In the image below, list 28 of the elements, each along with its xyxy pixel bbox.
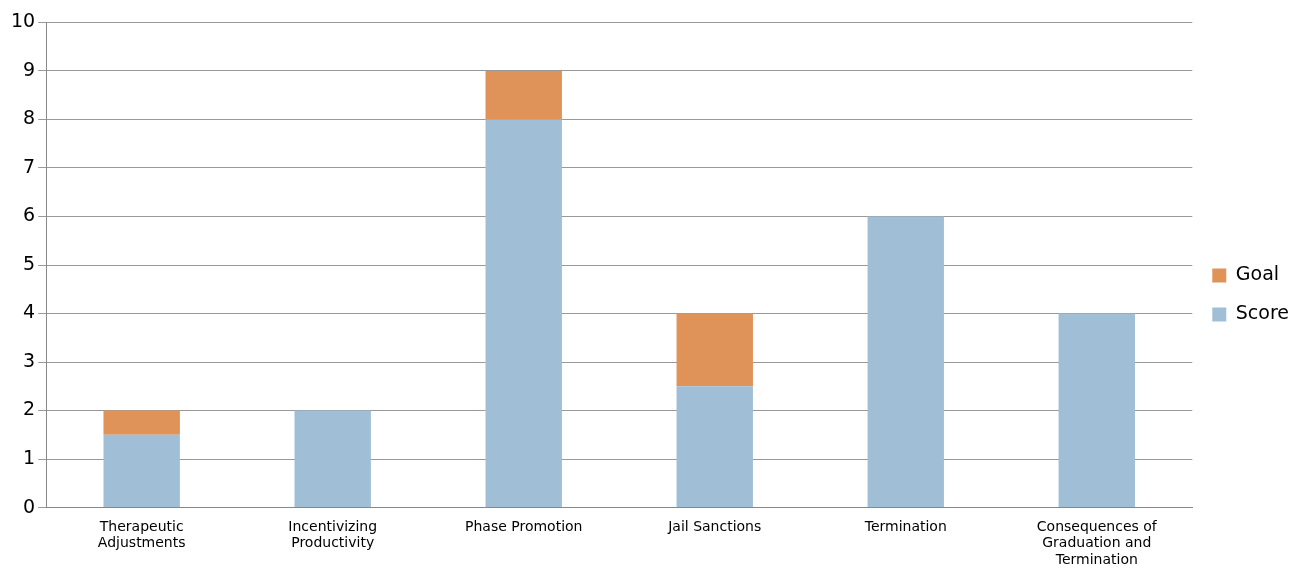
bar xyxy=(676,313,753,387)
bar xyxy=(485,119,562,508)
y-tick-label: 7 xyxy=(23,154,36,177)
bar xyxy=(485,70,562,120)
bar xyxy=(867,216,944,508)
x-tick-label: Termination xyxy=(863,517,947,534)
bar xyxy=(103,410,180,435)
y-tick-label: 0 xyxy=(23,494,36,517)
bar xyxy=(294,410,371,508)
x-tick-label: Phase Promotion xyxy=(464,517,583,534)
y-tick-label: 6 xyxy=(23,203,36,226)
bar xyxy=(103,434,180,508)
bar xyxy=(676,386,753,508)
bar xyxy=(1058,313,1135,508)
y-tick-label: 9 xyxy=(23,57,36,80)
y-tick-label: 5 xyxy=(23,251,36,274)
y-tick-label: 1 xyxy=(23,446,36,469)
x-tick-label: Jail Sanctions xyxy=(667,517,762,534)
legend-label: Goal xyxy=(1235,262,1280,285)
y-tick-label: 3 xyxy=(23,348,36,371)
x-tick-label: Incentivizing Productivity xyxy=(288,517,378,551)
y-tick-label: 8 xyxy=(23,106,36,129)
x-tick-label: Therapeutic Adjustments xyxy=(97,517,186,551)
x-tick-label: Consequences of Graduation and Termination xyxy=(1036,517,1158,568)
y-tick-label: 2 xyxy=(23,397,36,420)
y-tick-label: 10 xyxy=(10,9,36,32)
y-tick-label: 4 xyxy=(23,300,36,323)
legend-label: Score xyxy=(1235,301,1289,324)
